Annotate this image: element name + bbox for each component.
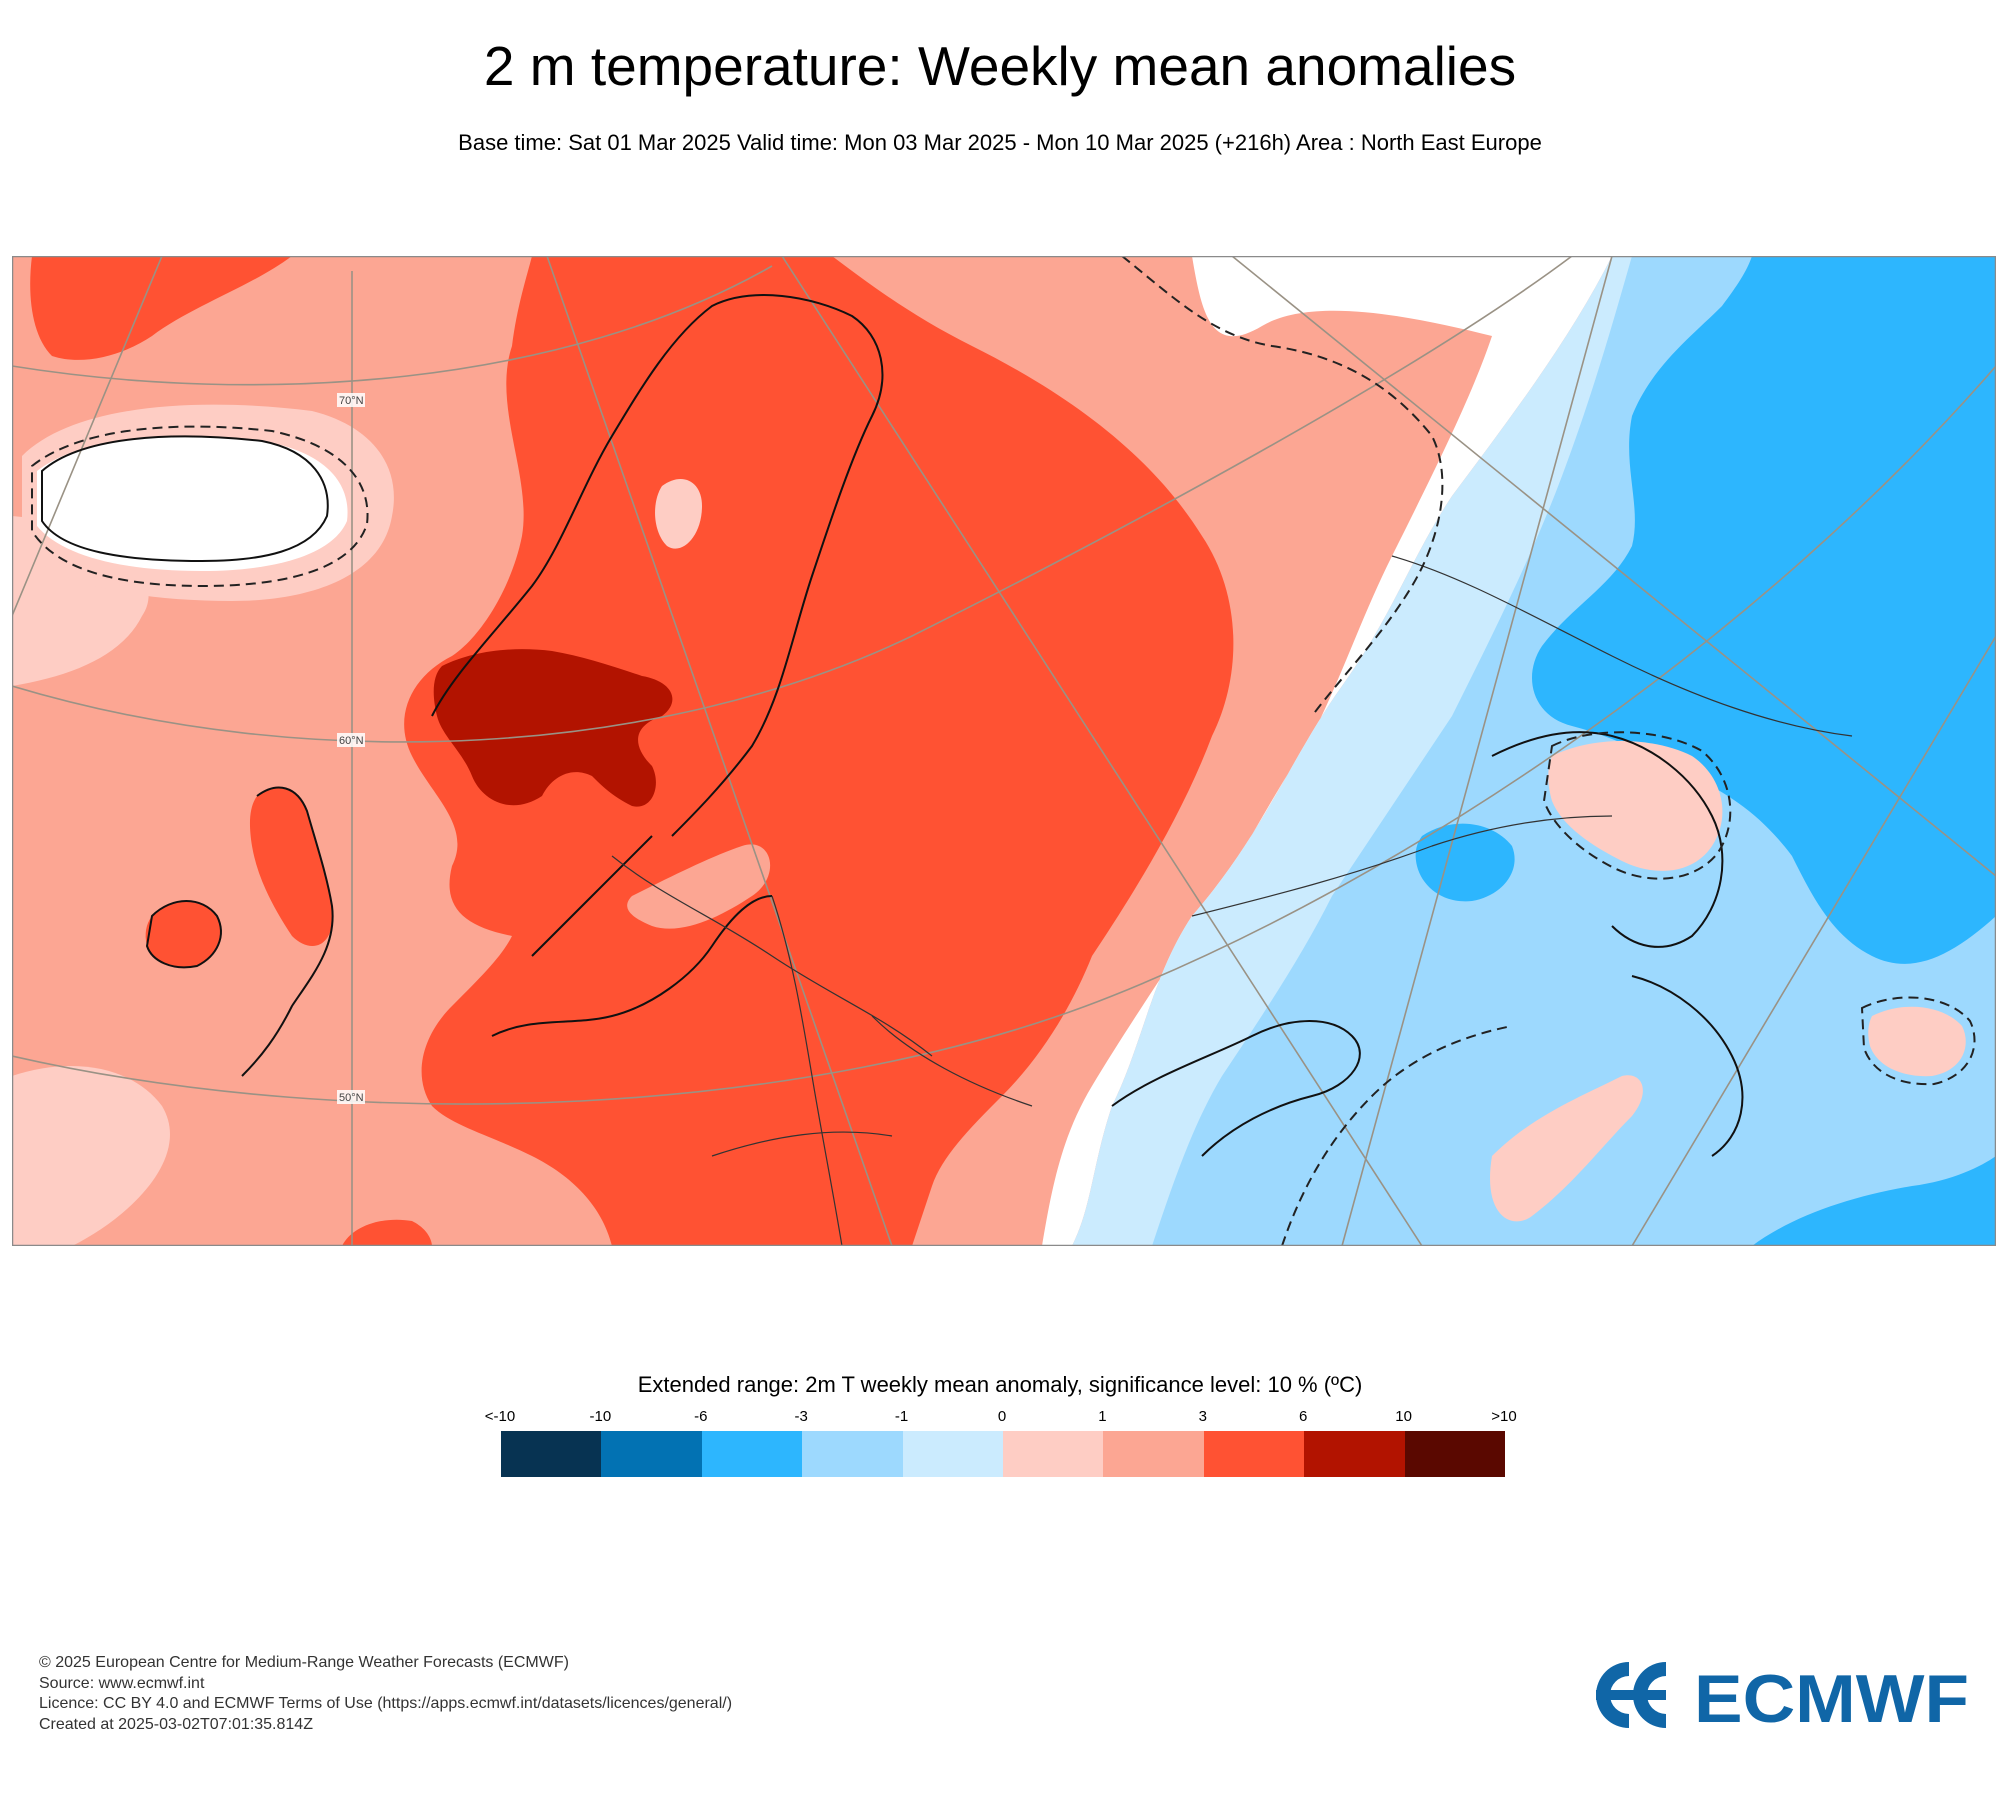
footer-copyright: © 2025 European Centre for Medium-Range … [39, 1654, 569, 1671]
legend-swatch [701, 1431, 803, 1477]
legend-tick-label: 3 [1198, 1408, 1207, 1425]
legend-swatch [902, 1431, 1004, 1477]
graticule-lat-60 [12, 256, 1573, 743]
significance-contours [31, 256, 1976, 1246]
graticule-meridians [12, 256, 1996, 1246]
legend-swatch [1003, 1431, 1104, 1477]
map-frame-border [12, 256, 1996, 1246]
latitude-labels: 70°N 60°N 50°N [337, 393, 365, 1104]
ecmwf-logo: ECMWF [1596, 1661, 1969, 1730]
anomaly-field-iceland [37, 436, 348, 571]
anomaly-field-0to1-southwest [12, 1066, 170, 1246]
ecmwf-logo-text: ECMWF [1694, 1661, 1969, 1730]
anomaly-field-6to10 [433, 649, 673, 807]
legend-swatch [501, 1431, 602, 1477]
legend-swatch [1404, 1431, 1506, 1477]
anomaly-field-scotland [249, 787, 333, 946]
coastlines [41, 294, 1744, 1157]
lat-label-60: 60°N [339, 735, 364, 747]
anomaly-field-minus6to-3 [1532, 256, 1996, 964]
legend-tick-label: 1 [1098, 1408, 1107, 1425]
anomaly-field-caspian-warm [1868, 1006, 1966, 1077]
legend-tick-label: -3 [794, 1408, 808, 1425]
ecmwf-logo-mark [1596, 1662, 1666, 1728]
anomaly-map: 70°N 60°N 50°N [12, 256, 1996, 1246]
anomaly-field-ireland [145, 901, 221, 968]
legend-swatch [1304, 1431, 1405, 1477]
legend-ticks: <-10 -10 -6 -3 -1 0 1 3 6 10 >10 [485, 1408, 1517, 1426]
footer: © 2025 European Centre for Medium-Range … [39, 1653, 732, 1735]
country-borders [611, 555, 1853, 1246]
page-subtitle: Base time: Sat 01 Mar 2025 Valid time: M… [458, 130, 1542, 155]
legend-swatch [601, 1431, 702, 1477]
legend-tick-label: -1 [894, 1408, 909, 1425]
footer-licence: Licence: CC BY 4.0 and ECMWF Terms of Us… [39, 1695, 733, 1712]
legend-tick-label: -10 [589, 1408, 612, 1425]
anomaly-field-bothnia-patch [655, 478, 702, 549]
anomaly-field-turkey-warm [1490, 1075, 1643, 1222]
legend-tick-label: <-10 [484, 1408, 516, 1425]
legend-title: Extended range: 2m T weekly mean anomaly… [637, 1372, 1363, 1397]
legend-tick-label: 0 [997, 1408, 1007, 1425]
anomaly-field-south-blob [342, 1219, 432, 1246]
anomaly-field-northwest-blob [30, 256, 293, 360]
anomaly-field-3to6 [404, 256, 1234, 1246]
lat-label-70: 70°N [339, 395, 364, 407]
lat-label-50: 50°N [339, 1092, 364, 1104]
legend-tick-label: -6 [694, 1408, 708, 1425]
footer-source: Source: www.ecmwf.int [39, 1674, 205, 1692]
page-title: 2 m temperature: Weekly mean anomalies [483, 35, 1517, 97]
legend-tick-label: 10 [1395, 1408, 1412, 1425]
graticule-lat-50 [12, 365, 1996, 1105]
footer-created: Created at 2025-03-02T07:01:35.814Z [39, 1715, 313, 1733]
graticule-lat-70 [12, 265, 773, 386]
legend-tick-label: >10 [1491, 1408, 1517, 1425]
anomaly-field-minus6to-3-south [1752, 1156, 1996, 1246]
legend-swatch [1203, 1431, 1305, 1477]
legend-tick-label: 6 [1299, 1408, 1308, 1425]
anomaly-field-baltic-patch [627, 844, 771, 929]
legend-colorbar [501, 1431, 1506, 1477]
legend-swatch [802, 1431, 903, 1477]
legend-swatch [1103, 1431, 1204, 1477]
anomaly-field-near-zero-band [1042, 256, 1612, 1246]
